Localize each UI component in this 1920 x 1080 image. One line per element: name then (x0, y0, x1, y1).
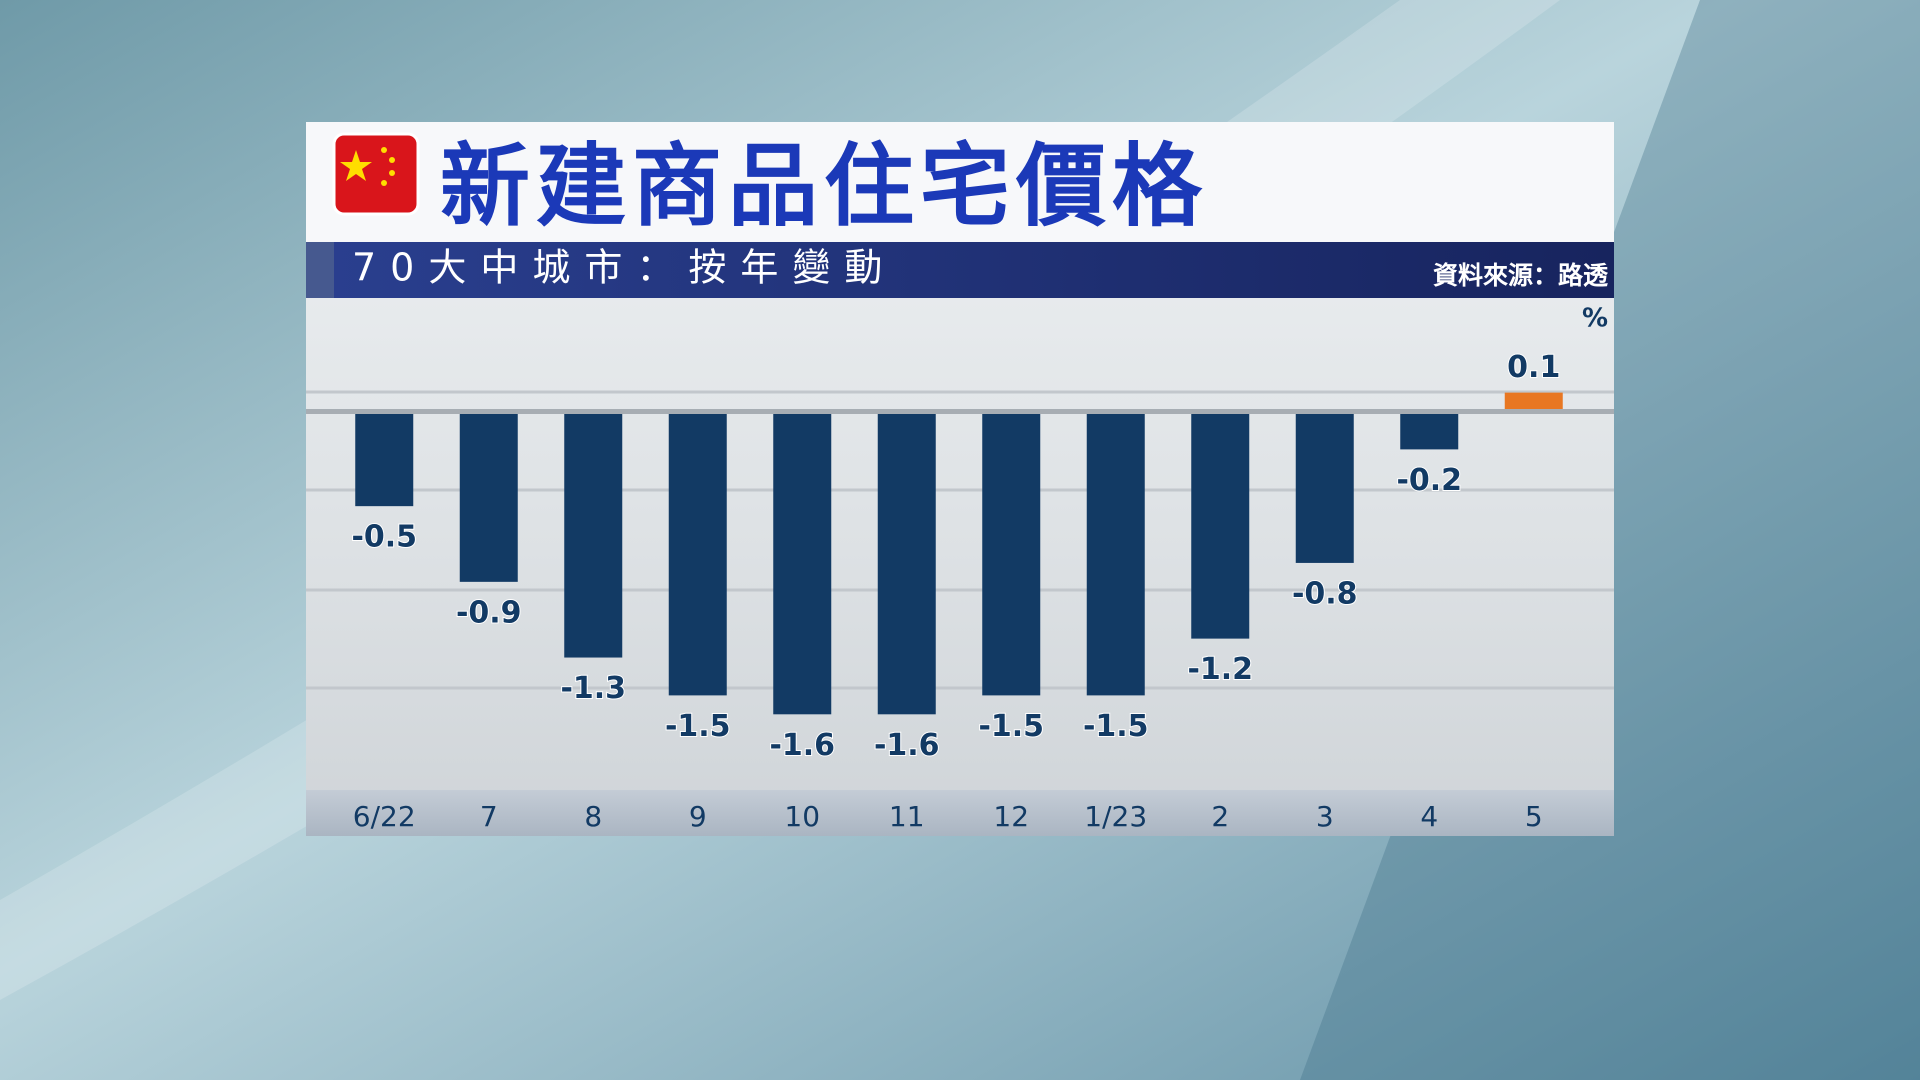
bar (982, 411, 1041, 696)
x-tick-label: 2 (1211, 800, 1229, 833)
value-label: -1.2 (1187, 652, 1253, 687)
x-tick-label: 6/22 (353, 800, 416, 833)
value-label: -0.2 (1396, 463, 1462, 498)
title-area (306, 122, 1614, 242)
value-label: -1.5 (665, 709, 731, 744)
bar (877, 411, 936, 715)
unit: % (1582, 304, 1608, 334)
x-tick-label: 5 (1525, 800, 1543, 833)
chart-title: 新建商品住宅價格 (440, 134, 1208, 239)
bar (1295, 411, 1354, 563)
x-tick-label: 1/23 (1084, 800, 1147, 833)
bar (355, 411, 414, 507)
value-label: -1.3 (560, 671, 626, 706)
subtitle: 70大中城市：按年變動 (352, 246, 896, 290)
x-tick-label: 11 (889, 800, 925, 833)
bar (1504, 392, 1563, 412)
bar (1400, 411, 1459, 450)
bar (459, 411, 518, 582)
bar (668, 411, 727, 696)
value-label: 0.1 (1507, 350, 1560, 385)
x-tick-label: 3 (1316, 800, 1334, 833)
x-tick-label: 10 (784, 800, 820, 833)
value-label: -0.5 (351, 520, 417, 555)
x-strip (306, 790, 1614, 836)
bar (1191, 411, 1250, 639)
value-label: -1.6 (769, 728, 835, 763)
value-label: -0.8 (1292, 576, 1358, 611)
x-tick-label: 12 (993, 800, 1029, 833)
x-tick-label: 7 (480, 800, 498, 833)
value-label: -0.9 (456, 595, 522, 630)
subtitle-band (306, 242, 1614, 298)
x-tick-label: 9 (689, 800, 707, 833)
x-tick-label: 8 (584, 800, 602, 833)
bar (773, 411, 832, 715)
value-label: -1.5 (1083, 709, 1149, 744)
value-label: -1.6 (874, 728, 940, 763)
value-label: -1.5 (978, 709, 1044, 744)
x-tick-label: 4 (1420, 800, 1438, 833)
bar (1086, 411, 1145, 696)
bar (564, 411, 623, 658)
source: 資料來源：路透 (1433, 261, 1609, 290)
grid-decor (306, 390, 1614, 690)
panel (306, 122, 1614, 836)
band-tab (306, 242, 334, 298)
flag (332, 132, 420, 216)
